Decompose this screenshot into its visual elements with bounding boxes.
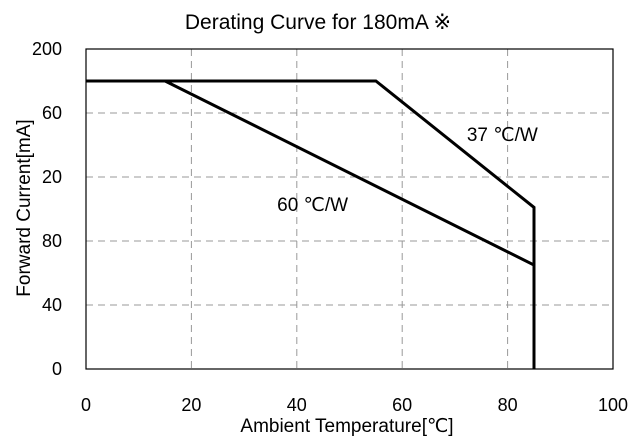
series-layer <box>86 79 536 369</box>
y-tick-label: 20 <box>42 167 62 187</box>
x-tick-label: 20 <box>181 395 201 415</box>
x-axis-label: Ambient Temperature[℃] <box>240 416 453 437</box>
series-annotation: 60 ℃/W <box>277 195 348 216</box>
y-tick-label: 0 <box>52 359 62 379</box>
series-line-2 <box>86 79 536 369</box>
chart-title: Derating Curve for 180mA ※ <box>185 11 451 34</box>
y-axis-label: Forward Current[mA] <box>14 119 35 296</box>
x-tick-label: 40 <box>287 395 307 415</box>
x-tick-label: 60 <box>392 395 412 415</box>
x-tick-label: 0 <box>81 395 91 415</box>
x-tick-label: 80 <box>498 395 518 415</box>
y-tick-label: 60 <box>42 103 62 123</box>
series-annotation: 37 ℃/W <box>467 125 538 146</box>
y-tick-label: 200 <box>32 39 62 59</box>
y-tick-label: 80 <box>42 231 62 251</box>
plot-frame <box>85 48 614 370</box>
y-tick-label: 40 <box>42 295 62 315</box>
tick-labels: 0 20 40 60 80 100 0 40 80 20 60 200 <box>32 39 628 415</box>
x-tick-label: 100 <box>598 395 628 415</box>
annotations: 37 ℃/W 60 ℃/W <box>277 125 538 216</box>
